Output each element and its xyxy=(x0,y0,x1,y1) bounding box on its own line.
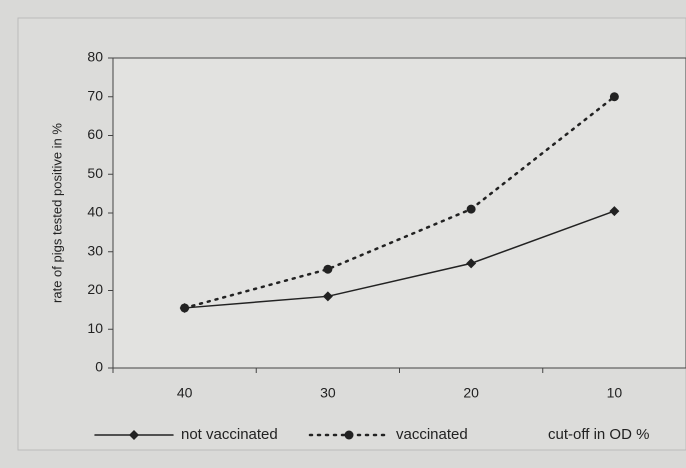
point xyxy=(466,258,477,269)
point xyxy=(323,264,333,274)
legend-marker xyxy=(344,430,354,440)
legend-label: not vaccinated xyxy=(181,426,278,443)
legend-label: vaccinated xyxy=(396,426,468,443)
legend-marker xyxy=(129,430,139,440)
y-tick-label: 70 xyxy=(87,87,103,103)
point xyxy=(180,303,190,313)
y-axis-label: rate of pigs tested positive in % xyxy=(49,123,64,303)
y-tick-label: 30 xyxy=(87,242,103,258)
y-tick-label: 80 xyxy=(87,49,103,65)
point xyxy=(609,206,620,217)
point xyxy=(466,204,476,214)
y-tick-label: 20 xyxy=(87,281,103,297)
x-tick-label: 30 xyxy=(320,385,336,401)
x-tick-label: 40 xyxy=(177,385,193,401)
x-axis-label: cut-off in OD % xyxy=(548,426,649,443)
y-tick-label: 60 xyxy=(87,126,103,142)
y-tick-label: 0 xyxy=(95,359,103,375)
x-tick-label: 10 xyxy=(607,385,623,401)
x-tick-label: 20 xyxy=(463,385,479,401)
y-tick-label: 40 xyxy=(87,204,103,220)
point xyxy=(609,92,619,102)
y-tick-label: 10 xyxy=(87,320,103,336)
series-line xyxy=(183,210,616,309)
plot-area xyxy=(112,57,686,369)
series-line xyxy=(183,95,616,310)
y-tick-label: 50 xyxy=(87,165,103,181)
point xyxy=(322,291,333,302)
